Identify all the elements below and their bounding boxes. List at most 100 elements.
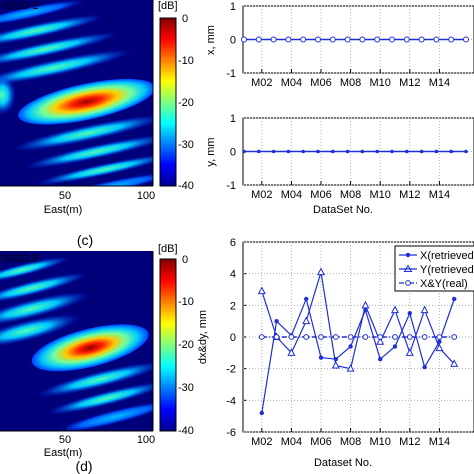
- heatmap-d: IGSO 5 50 100 East(m) (d): [0, 251, 155, 474]
- heatmap-d-lobe: [0, 314, 80, 348]
- colorbar-d-tick: -30: [178, 382, 194, 394]
- plot-y-xtick-label: M10: [369, 189, 390, 201]
- colorbar-c-tick: 0: [182, 13, 188, 25]
- colorbar-c: [dB] 0 -10 -20 -30 -40: [158, 0, 194, 192]
- heatmap-d-lobe: [0, 291, 90, 326]
- series-xy-real-point: [436, 334, 443, 340]
- heatmap-c-lobe: [0, 14, 105, 47]
- legend-label-x-retrieved: X(retrieved: [420, 250, 474, 262]
- heatmap-d-title: IGSO 5: [2, 253, 39, 265]
- plot-dxdy-ytick-label: -4: [226, 395, 236, 407]
- heatmap-c-lobe: [23, 134, 153, 169]
- series-x-retrieved-point: [348, 344, 353, 349]
- plot-y-xtick-label: M08: [340, 189, 361, 201]
- series-x-retrieved-point: [437, 339, 442, 344]
- plot-y-xtick-label: M12: [399, 189, 420, 201]
- plot-y-ytick-label: 1: [230, 113, 236, 125]
- series-x-retrieved-point: [274, 318, 279, 324]
- legend-label-y-retrieved: Y(retrieved: [420, 264, 474, 276]
- plot-dxdy-ytick-label: -6: [226, 427, 236, 439]
- plot-dxdy-xlabel: Dataset No.: [314, 457, 372, 469]
- plot-x-point: [344, 36, 351, 43]
- heatmap-c: IGSO 2 50 100 East(m) (c): [0, 0, 155, 248]
- plot-y-point: [449, 149, 454, 154]
- plot-dxdy-ytick-label: 2: [230, 300, 236, 312]
- series-x-retrieved-point: [378, 356, 383, 362]
- plot-y-point: [242, 149, 246, 154]
- heatmap-c-xlabel: East(m): [44, 204, 83, 216]
- series-x-retrieved-point: [392, 344, 398, 349]
- series-xy-real-point: [421, 334, 428, 340]
- colorbar-d-tick: 0: [182, 254, 188, 266]
- plot-y-mm: y, mm DataSet No. 1 0 -1 M02 M04 M06 M08 M10 M1…: [205, 113, 474, 216]
- colorbar-c-bar: [159, 17, 177, 187]
- plot-y-point: [271, 149, 276, 154]
- plot-x-point: [241, 36, 247, 43]
- series-xy-real-point: [258, 334, 265, 340]
- plot-y-point: [464, 149, 468, 154]
- series-x-retrieved-point: [318, 355, 324, 360]
- series-y-retrieved-point: [346, 364, 355, 372]
- plot-x-xtick-label: M06: [310, 77, 331, 89]
- series-y-retrieved-point: [361, 300, 370, 309]
- plot-y-xtick-label: M04: [281, 189, 302, 201]
- series-y-retrieved-point: [257, 286, 266, 295]
- plot-dxdy-xticks: M02 M04 M06 M08 M10 M12 M14: [251, 428, 450, 448]
- panel-label-d: (d): [75, 458, 92, 474]
- plot-y-point: [434, 149, 439, 154]
- plot-y-point: [405, 149, 409, 154]
- heatmap-d-lobe: [0, 272, 88, 304]
- series-y-retrieved-point: [390, 305, 400, 314]
- legend-label-xy-real: X&Y(real): [420, 278, 468, 290]
- heatmap-d-lobe: [0, 256, 70, 284]
- series-y-retrieved-point: [405, 348, 414, 356]
- plot-dxdy-xtick-label: M04: [281, 436, 302, 448]
- series-y-retrieved-point: [435, 343, 444, 352]
- plot-x-point: [418, 36, 425, 43]
- plot-x-point: [433, 36, 440, 43]
- plot-y-ytick-label: 0: [230, 147, 236, 159]
- plot-y-point: [286, 149, 291, 154]
- colorbar-c-tick: -10: [178, 55, 194, 67]
- series-xy-real-point: [318, 334, 324, 340]
- heatmap-c-sidelobe: [0, 75, 16, 115]
- series-x-retrieved-line: [261, 297, 455, 414]
- plot-x-point: [463, 36, 469, 43]
- plot-dxdy-ylabel: dx&dy, mm: [197, 310, 209, 364]
- plot-x-point: [359, 36, 366, 43]
- plot-y-point: [390, 149, 394, 154]
- plot-dxdy-ytick-label: -2: [226, 364, 236, 376]
- plot-x-point: [329, 36, 336, 43]
- plot-y-ytick-label: -1: [226, 180, 236, 192]
- colorbar-d-tick: -20: [178, 339, 194, 351]
- plot-x-point: [403, 36, 410, 43]
- plot-y-xticks: M02 M04 M06 M08 M10 M12 M14: [251, 181, 450, 201]
- series-xy-real-point: [362, 334, 369, 340]
- plot-x-ylabel: x, mm: [205, 25, 217, 55]
- plot-x-ytick-label: 0: [230, 35, 236, 47]
- series-x-retrieved-point: [259, 410, 264, 416]
- heatmap-c-mainlobe: [18, 78, 153, 125]
- series-xy-real-point: [288, 334, 295, 340]
- heatmap-d-mainlobe: [31, 324, 149, 372]
- plot-x-xtick-label: M04: [281, 77, 302, 89]
- plot-dxdy-xtick-label: M06: [310, 436, 331, 448]
- plot-dxdy-xtick-label: M10: [369, 436, 390, 448]
- plot-x-point: [315, 36, 321, 43]
- plot-x-point: [255, 36, 262, 43]
- plot-x-point: [270, 36, 277, 43]
- plot-dxdy-xtick-label: M12: [399, 436, 420, 448]
- panel-label-c: (c): [77, 232, 93, 248]
- plot-dxdy-ytick-label: 4: [230, 269, 236, 281]
- colorbar-d-ticks: 0 -10 -20 -30 -40: [178, 254, 194, 437]
- heatmap-c-xtick: 50: [59, 190, 71, 202]
- plot-y-point: [375, 149, 380, 154]
- heatmap-c-xtick: 100: [137, 190, 155, 202]
- plot-y-ylabel: y, mm: [205, 137, 217, 166]
- plot-dxdy-xtick-label: M02: [251, 436, 272, 448]
- colorbar-c-tick: -40: [178, 180, 194, 192]
- plot-x-point: [374, 36, 381, 43]
- plot-dxdy-series: [257, 267, 459, 416]
- series-xy-real-point: [392, 334, 398, 340]
- legend-marker-y-retrieved: [403, 264, 413, 272]
